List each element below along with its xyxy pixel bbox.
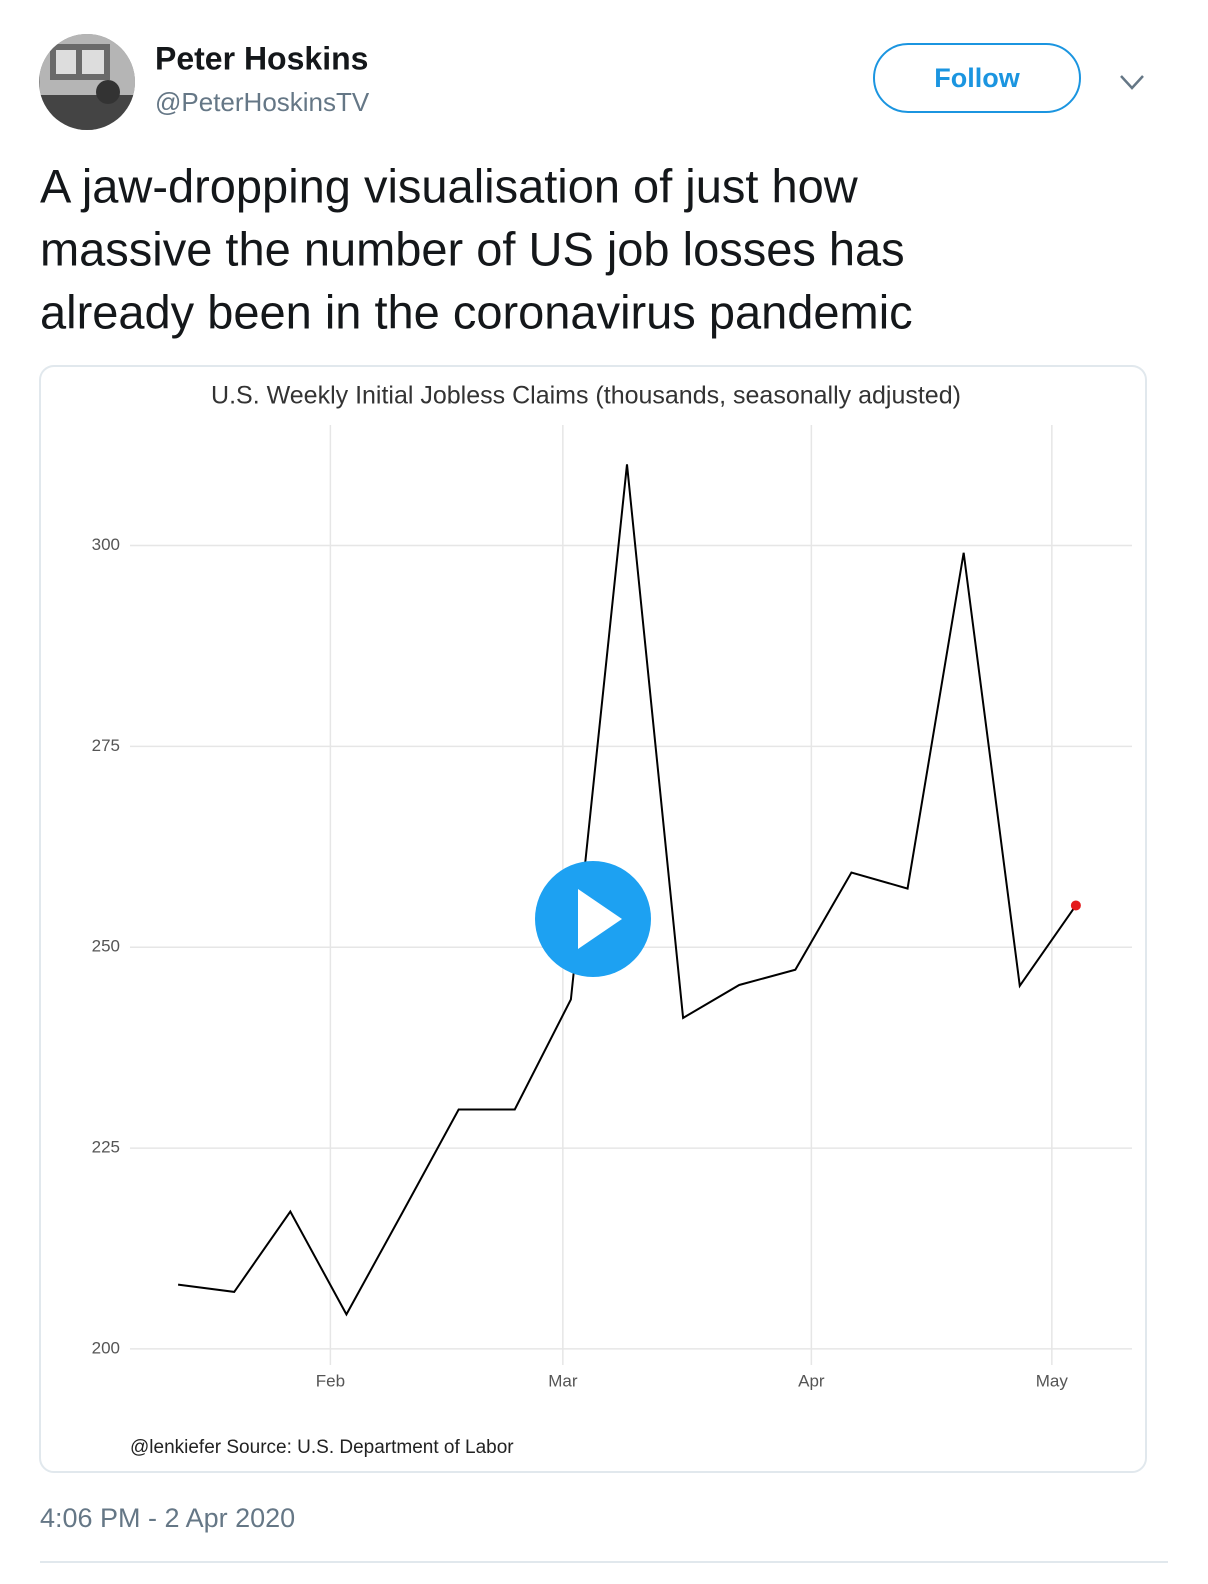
y-tick-label: 200 [92,1338,120,1357]
tweet-text: already been in the coronavirus pandemic [40,285,913,338]
timestamp[interactable]: 4:06 PM - 2 Apr 2020 [40,1503,295,1533]
y-tick-label: 250 [92,937,120,956]
y-tick-label: 225 [92,1138,120,1157]
x-tick-label: May [1036,1371,1069,1390]
handle[interactable]: @PeterHoskinsTV [155,87,370,117]
avatar[interactable] [39,34,136,135]
y-tick-label: 300 [92,535,120,554]
y-tick-label: 275 [92,736,120,755]
tweet-text: A jaw-dropping visualisation of just how [40,159,859,212]
data-line [177,464,1077,1317]
x-tick-label: Apr [798,1371,825,1390]
x-tick-label: Feb [316,1371,345,1390]
follow-label[interactable]: Follow [934,63,1020,93]
x-tick-label: Mar [548,1371,578,1390]
menu-chevron[interactable] [1120,75,1144,90]
display-name[interactable]: Peter Hoskins [155,40,368,76]
play-button[interactable] [535,861,651,977]
tweet-text: massive the number of US job losses has [40,222,905,275]
end-point [1070,900,1081,911]
chart-title: U.S. Weekly Initial Jobless Claims (thou… [211,382,961,410]
chart-source: @lenkiefer Source: U.S. Department of La… [130,1437,514,1458]
follow-button[interactable] [873,43,1081,113]
